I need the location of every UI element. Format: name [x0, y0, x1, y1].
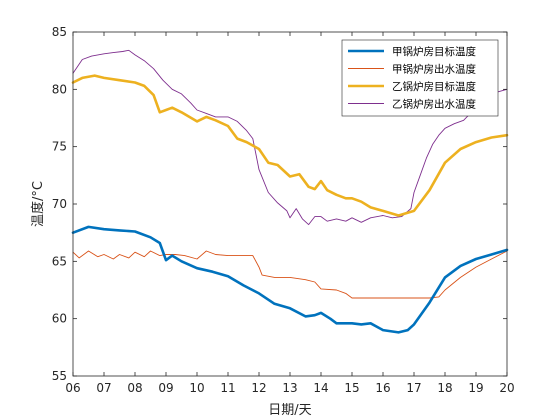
x-tick-label: 19	[468, 381, 483, 395]
x-tick-label: 17	[406, 381, 421, 395]
y-axis-ticks: 55 60 65 70 75 80 85	[52, 25, 507, 383]
x-tick-label: 14	[313, 381, 328, 395]
series-line-3	[71, 74, 509, 217]
x-tick-label: 16	[375, 381, 390, 395]
x-tick-label: 10	[189, 381, 204, 395]
y-tick-label: 65	[52, 254, 67, 268]
x-axis-ticks: 06 07 08 09 10 11 12 13 14 15 16 17 18 19 20	[65, 32, 515, 395]
series-layer	[71, 49, 509, 334]
x-tick-label: 20	[499, 381, 514, 395]
x-tick-label: 13	[282, 381, 297, 395]
y-tick-label: 55	[52, 369, 67, 383]
x-tick-label: 09	[158, 381, 173, 395]
series-line-2	[72, 250, 508, 299]
x-tick-label: 15	[344, 381, 359, 395]
y-tick-label: 80	[52, 82, 67, 96]
legend-label: 甲锅炉房目标温度	[392, 45, 476, 58]
x-tick-label: 06	[65, 381, 80, 395]
y-tick-label: 60	[52, 312, 67, 326]
legend-label: 乙锅炉房目标温度	[392, 80, 476, 93]
x-tick-label: 07	[96, 381, 111, 395]
x-tick-label: 08	[127, 381, 142, 395]
series-line-4	[72, 49, 508, 226]
y-tick-label: 70	[52, 197, 67, 211]
legend-label: 甲锅炉房出水温度	[392, 63, 476, 76]
series-line-1	[71, 225, 509, 334]
y-tick-label: 85	[52, 25, 67, 39]
x-tick-label: 18	[437, 381, 452, 395]
y-axis-label: 温度/°C	[30, 181, 46, 227]
legend-label: 乙锅炉房出水温度	[392, 98, 476, 111]
x-tick-label: 12	[251, 381, 266, 395]
x-axis-label: 日期/天	[268, 403, 311, 418]
y-tick-label: 75	[52, 140, 67, 154]
x-tick-label: 11	[220, 381, 235, 395]
